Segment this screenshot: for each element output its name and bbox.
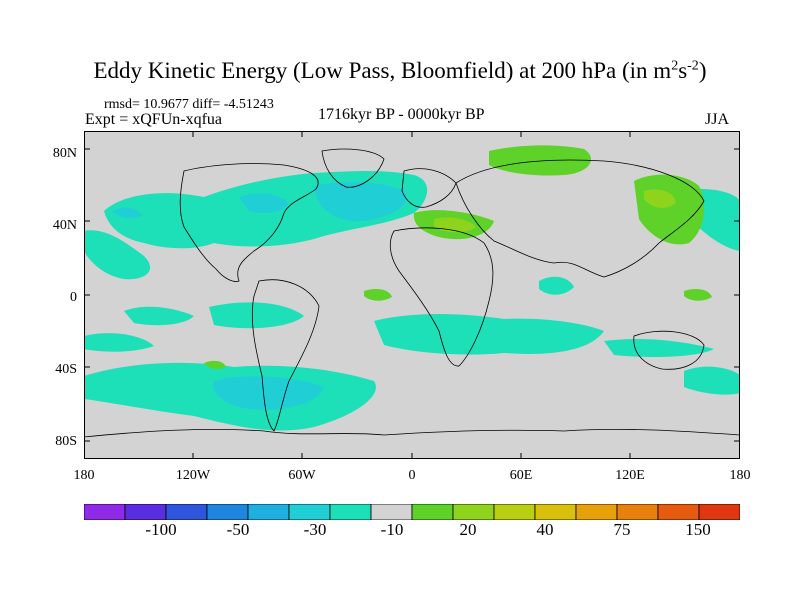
coastline-antarctica <box>84 428 740 438</box>
positive-core-east-asia <box>644 189 676 208</box>
coastline-europe <box>401 168 457 208</box>
colorbar-swatch <box>575 504 618 520</box>
negative-field-southwest-pacific <box>684 366 740 395</box>
colorbar-swatch <box>165 504 208 520</box>
negative-field-indian-ocean <box>539 276 574 295</box>
coastline-south-america <box>251 279 320 432</box>
lat-label-40s: 40S <box>55 362 77 377</box>
stats-text: rmsd= 10.9677 diff= -4.51243 <box>104 97 274 112</box>
positive-field-small <box>204 360 226 370</box>
lon-label-120e: 120E <box>615 468 645 483</box>
negative-field-south-pacific-1 <box>124 306 194 326</box>
coastlines <box>84 148 740 438</box>
lat-label-0: 0 <box>70 290 77 305</box>
colorbar-label: 150 <box>685 520 711 539</box>
colorbar-swatch <box>493 504 536 520</box>
colorbar-label: -30 <box>303 520 327 539</box>
colorbar-label: -100 <box>145 520 177 539</box>
lon-label-60e: 60E <box>509 468 533 483</box>
negative-core-north-america <box>239 193 289 213</box>
figure-title: Eddy Kinetic Energy (Low Pass, Bloomfiel… <box>93 58 707 83</box>
positive-field-arctic-russia <box>489 145 592 176</box>
colorbar-swatch <box>247 504 290 520</box>
colorbar-label: -10 <box>380 520 404 539</box>
colorbar-swatch <box>534 504 577 520</box>
period-label: 1716kyr BP - 0000kyr BP <box>318 106 485 123</box>
colorbar-label: -50 <box>226 520 250 539</box>
lat-label-80s: 80S <box>55 434 77 449</box>
colorbar-swatch <box>616 504 659 520</box>
positive-field-tropical-atlantic <box>364 289 392 301</box>
eke-map <box>84 131 740 459</box>
negative-core-southern-storm-track <box>213 376 324 410</box>
negative-field-east-pacific <box>84 230 151 280</box>
lon-label-180e: 180 <box>729 468 751 483</box>
colorbar-swatch <box>452 504 495 520</box>
coastline-africa <box>389 227 494 367</box>
experiment-label: Expt = xQFUn-xqfua <box>85 111 223 128</box>
colorbar-swatch <box>370 504 413 520</box>
coastline-north-america <box>179 163 319 282</box>
negative-core-north-pacific <box>112 207 142 219</box>
negative-field-south-indian <box>604 338 714 357</box>
negative-field-south-pacific-3 <box>84 333 154 352</box>
lon-label-120w: 120W <box>175 468 211 483</box>
colorbar-swatch <box>411 504 454 520</box>
negative-core-north-atlantic <box>314 181 407 222</box>
colorbar-swatch <box>657 504 700 520</box>
colorbar-swatch <box>84 504 126 520</box>
negative-field-south-pacific-2 <box>209 302 304 329</box>
colorbar-label: 75 <box>613 520 631 539</box>
lon-label-180w: 180 <box>73 468 95 483</box>
coastline-greenland <box>321 148 385 188</box>
negative-field-south-atlantic-indian <box>374 314 604 355</box>
colorbar-label: 20 <box>459 520 477 539</box>
colorbar-swatch <box>329 504 372 520</box>
axis-ticks <box>84 131 740 459</box>
lat-label-40n: 40N <box>52 218 77 233</box>
lon-label-60w: 60W <box>288 468 316 483</box>
colorbar-swatch <box>288 504 331 520</box>
coastline-australia <box>633 330 705 370</box>
season-label: JJA <box>705 111 730 128</box>
positive-field-tropical-pacific <box>684 289 712 301</box>
colorbar-swatch <box>206 504 249 520</box>
colorbar <box>84 504 740 520</box>
lat-label-80n: 80N <box>52 146 77 161</box>
coastline-asia <box>455 159 705 278</box>
lon-label-0: 0 <box>408 468 416 483</box>
colorbar-swatch <box>124 504 167 520</box>
colorbar-swatch <box>698 504 740 520</box>
colorbar-label: 40 <box>536 520 554 539</box>
